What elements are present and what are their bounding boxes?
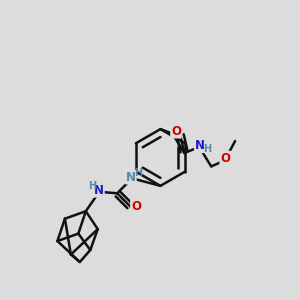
Text: O: O <box>220 152 230 165</box>
Text: N: N <box>195 139 205 152</box>
Text: O: O <box>171 125 181 138</box>
Text: H: H <box>88 182 96 191</box>
Text: O: O <box>131 200 141 213</box>
Text: N: N <box>94 184 104 197</box>
Text: H: H <box>135 168 143 178</box>
Text: H: H <box>204 144 212 154</box>
Text: N: N <box>126 171 136 184</box>
